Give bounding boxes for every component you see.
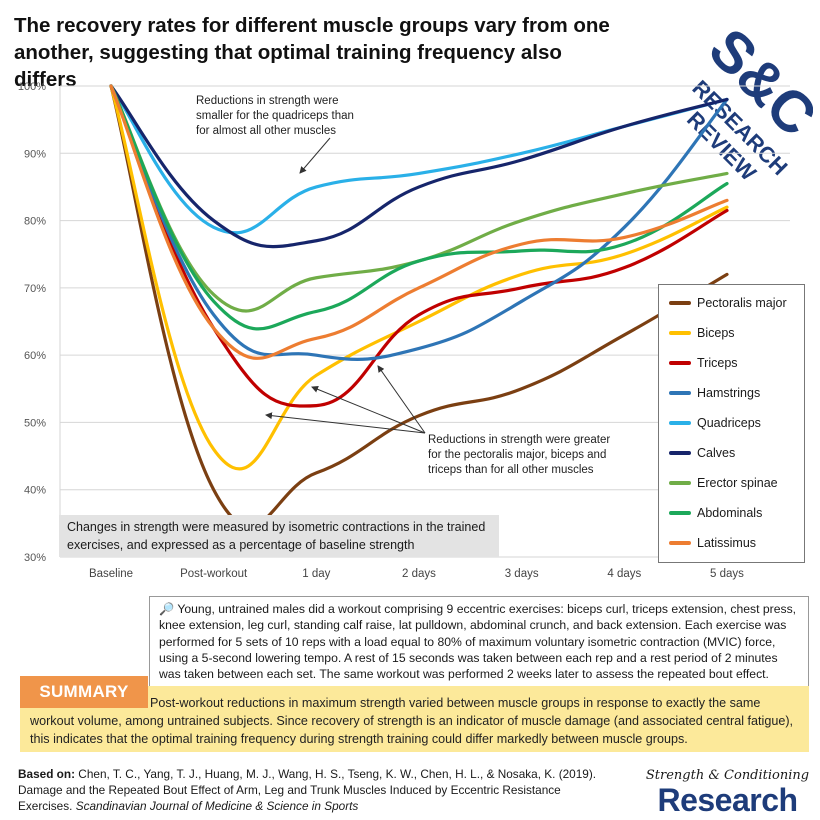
page-title: The recovery rates for different muscle … [14, 14, 610, 91]
annotation-upper-body: Reductions in strength were greater for t… [428, 434, 611, 476]
citation: Based on: Chen, T. C., Yang, T. J., Huan… [18, 766, 618, 814]
x-tick-label: 2 days [402, 568, 436, 580]
x-tick-label: 5 days [710, 568, 744, 580]
sc-research-review-logo: S&C RESEARCH REVIEW [682, 16, 813, 186]
measurement-note: Changes in strength were measured by iso… [59, 515, 499, 557]
y-tick-label: 80% [24, 216, 46, 228]
y-tick-label: 90% [24, 148, 46, 160]
summary-text: Post-workout reductions in maximum stren… [30, 696, 794, 746]
chart-legend: Pectoralis major Biceps Triceps Hamstrings Q… [658, 284, 805, 563]
legend-swatch [669, 391, 691, 395]
legend-swatch [669, 301, 691, 305]
series-line-pectoralis-major [109, 84, 729, 529]
legend-item: Calves [669, 443, 735, 463]
x-tick-label: 1 day [302, 568, 330, 580]
legend-swatch [669, 331, 691, 335]
legend-item: Pectoralis major [669, 293, 787, 313]
citation-journal: Scandinavian Journal of Medicine & Scien… [75, 799, 359, 813]
citation-authors: Chen, T. C., Yang, T. J., Huang, M. J., … [18, 767, 597, 813]
citation-label: Based on: [18, 767, 76, 781]
annotation-quadriceps: Reductions in strength were smaller for t… [196, 95, 354, 137]
series-line-calves [109, 84, 729, 249]
legend-label: Hamstrings [697, 386, 761, 400]
legend-item: Abdominals [669, 503, 762, 523]
series-line-biceps [109, 84, 729, 471]
legend-swatch [669, 361, 691, 365]
series-line-hamstrings [109, 84, 729, 361]
recovery-line-chart: 30% 40% 50% 60% 70% 80% 90% 100% Baseline Post-w… [18, 81, 790, 580]
x-tick-label: 4 days [607, 568, 641, 580]
chart-series-lines [109, 84, 729, 529]
y-tick-label: 40% [24, 485, 46, 497]
legend-item: Triceps [669, 353, 738, 373]
legend-item: Latissimus [669, 533, 756, 553]
legend-swatch [669, 451, 691, 455]
legend-label: Erector spinae [697, 476, 778, 490]
legend-item: Erector spinae [669, 473, 778, 493]
annotation-arrows [265, 137, 426, 434]
legend-swatch [669, 541, 691, 545]
legend-label: Quadriceps [697, 416, 761, 430]
x-tick-label: Post-workout [180, 568, 248, 580]
summary-panel [20, 686, 809, 752]
brand-tagline: Strength & Conditioning [645, 768, 810, 783]
y-tick-label: 70% [24, 283, 46, 295]
y-tick-label: 100% [18, 81, 46, 93]
legend-item: Biceps [669, 323, 735, 343]
series-line-abdominals [109, 84, 729, 331]
method-box: 🔎 Young, untrained males did a workout c… [149, 596, 809, 688]
legend-label: Biceps [697, 326, 735, 340]
legend-swatch [669, 511, 691, 515]
series-line-latissimus [109, 84, 729, 360]
magnifier-icon: 🔎 [159, 602, 175, 616]
legend-item: Hamstrings [669, 383, 760, 403]
summary-label: SUMMARY [20, 676, 148, 708]
x-tick-label: Baseline [89, 568, 133, 580]
series-line-erector-spinae [109, 84, 729, 313]
legend-label: Latissimus [697, 536, 757, 550]
brand-name: Research [657, 782, 798, 818]
legend-label: Pectoralis major [697, 296, 787, 310]
legend-item: Quadriceps [669, 413, 761, 433]
legend-swatch [669, 421, 691, 425]
legend-swatch [669, 481, 691, 485]
y-tick-label: 50% [24, 417, 46, 429]
series-line-triceps [109, 84, 729, 408]
x-tick-label: 3 days [505, 568, 539, 580]
x-axis-ticks: Baseline Post-workout 1 day 2 days 3 days 4 d… [89, 568, 744, 580]
legend-label: Abdominals [697, 506, 763, 520]
method-text: Young, untrained males did a workout com… [159, 602, 797, 682]
y-axis-ticks: 30% 40% 50% 60% 70% 80% 90% 100% [18, 81, 46, 564]
legend-label: Triceps [697, 356, 738, 370]
y-tick-label: 30% [24, 552, 46, 564]
legend-label: Calves [697, 446, 736, 460]
y-tick-label: 60% [24, 350, 46, 362]
